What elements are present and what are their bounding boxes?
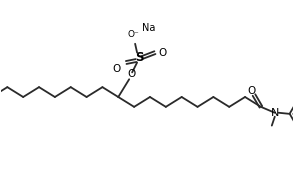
- Text: O⁻: O⁻: [127, 30, 139, 39]
- Text: O: O: [247, 86, 255, 96]
- Text: Na: Na: [142, 23, 156, 33]
- Text: S: S: [135, 51, 143, 64]
- Text: O: O: [127, 69, 135, 79]
- Text: O: O: [112, 64, 121, 74]
- Text: O: O: [159, 48, 167, 58]
- Text: N: N: [270, 108, 279, 118]
